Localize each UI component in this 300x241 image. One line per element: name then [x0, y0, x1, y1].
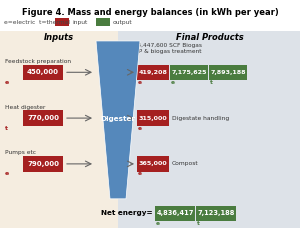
Text: Net energy=: Net energy=: [101, 210, 153, 216]
Text: e=electric  t=thermal: e=electric t=thermal: [4, 20, 70, 25]
Text: t: t: [210, 80, 213, 85]
Text: Digester: Digester: [100, 116, 136, 122]
FancyBboxPatch shape: [170, 65, 208, 80]
Text: t: t: [5, 126, 8, 131]
Text: e: e: [138, 126, 142, 131]
Text: output: output: [113, 20, 133, 25]
Text: Digestate handling: Digestate handling: [172, 116, 229, 120]
FancyBboxPatch shape: [196, 206, 236, 221]
FancyBboxPatch shape: [137, 110, 169, 126]
Text: e: e: [5, 171, 9, 176]
Text: Heat digester: Heat digester: [5, 105, 45, 110]
Text: e: e: [5, 80, 9, 85]
Text: 7,893,188: 7,893,188: [210, 70, 246, 75]
Text: e: e: [171, 80, 175, 85]
Text: 790,000: 790,000: [27, 161, 59, 167]
Text: Pumps etc: Pumps etc: [5, 150, 36, 155]
Text: Inputs: Inputs: [44, 33, 74, 42]
FancyBboxPatch shape: [137, 65, 169, 80]
Text: 770,000: 770,000: [27, 115, 59, 121]
Text: 7,123,188: 7,123,188: [197, 210, 235, 216]
Text: 419,208: 419,208: [139, 70, 167, 75]
FancyBboxPatch shape: [209, 65, 247, 80]
Text: 315,000: 315,000: [139, 116, 167, 120]
Text: CHP & biogas treatment: CHP & biogas treatment: [130, 49, 202, 54]
FancyBboxPatch shape: [155, 206, 195, 221]
Text: t: t: [197, 221, 200, 226]
Bar: [96, 18, 110, 26]
Polygon shape: [96, 41, 140, 199]
Bar: [0, 31, 118, 228]
Bar: [55, 18, 69, 26]
Text: 365,000: 365,000: [139, 161, 167, 166]
Text: Compost: Compost: [172, 161, 199, 166]
Text: 450,000: 450,000: [27, 69, 59, 75]
Text: 7,175,625: 7,175,625: [171, 70, 207, 75]
FancyBboxPatch shape: [23, 156, 63, 172]
Text: e: e: [156, 221, 160, 226]
Text: e: e: [138, 80, 142, 85]
FancyBboxPatch shape: [23, 65, 63, 80]
Text: Figure 4. Mass and energy balances (in kWh per year): Figure 4. Mass and energy balances (in k…: [22, 8, 278, 17]
Text: input: input: [72, 20, 87, 25]
Text: 144,447,600 SCF Biogas: 144,447,600 SCF Biogas: [130, 43, 202, 48]
Text: 4,836,417: 4,836,417: [156, 210, 194, 216]
FancyBboxPatch shape: [137, 156, 169, 172]
Bar: [118, 31, 300, 228]
FancyBboxPatch shape: [23, 110, 63, 126]
Text: e: e: [138, 171, 142, 176]
Text: Feedstock preparation: Feedstock preparation: [5, 59, 71, 64]
Text: Final Products: Final Products: [176, 33, 244, 42]
